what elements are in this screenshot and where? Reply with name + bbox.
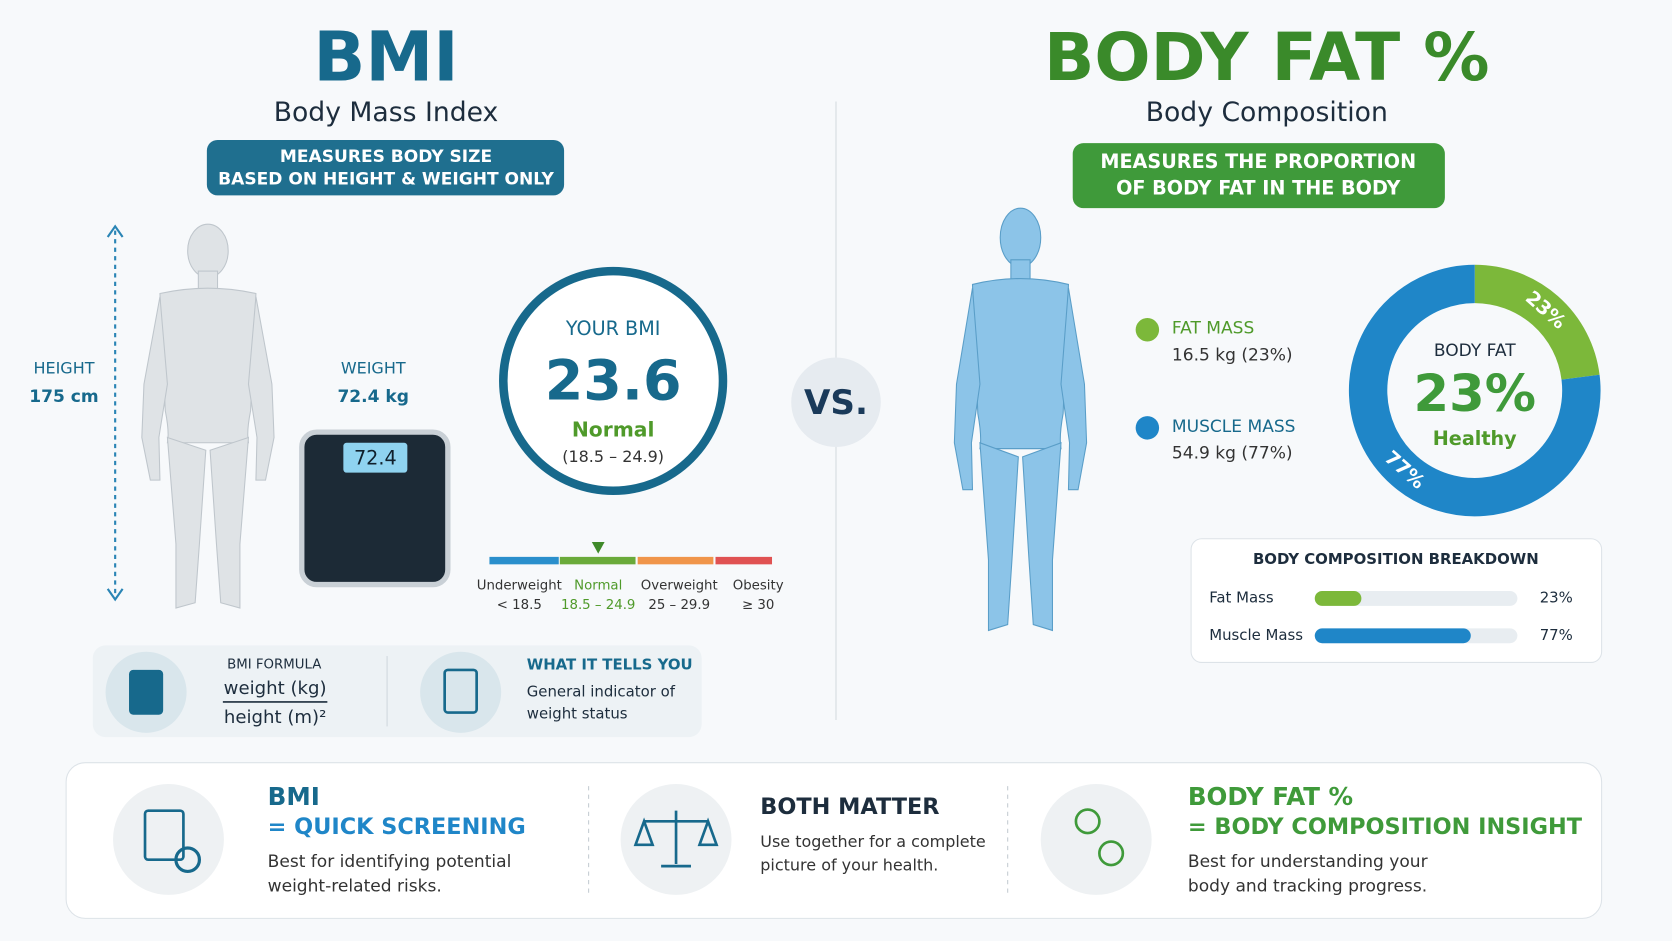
height-value: 175 cm	[29, 387, 98, 407]
band	[559, 556, 636, 565]
footer-text: Best for identifying potential	[268, 852, 512, 872]
donut-value: 23%	[1413, 364, 1535, 424]
bf-subtitle: Body Composition	[1146, 97, 1388, 128]
band-range: < 18.5	[497, 598, 542, 613]
scale-reading: 72.4	[354, 446, 397, 469]
band-name: Normal	[574, 579, 622, 594]
footer-title: BMI	[268, 782, 320, 811]
bar-track	[1314, 590, 1518, 606]
weight-value: 72.4 kg	[337, 387, 409, 407]
band-labels: Underweight < 18.5 Normal 18.5 – 24.9 Ov…	[477, 579, 784, 613]
footer-text: weight-related risks.	[268, 876, 442, 896]
clipboard-icon	[420, 651, 502, 733]
legend-name: MUSCLE MASS	[1172, 417, 1296, 437]
footer-text: Use together for a complete	[760, 832, 985, 851]
donut-segment	[1348, 264, 1601, 517]
row-name: Fat Mass	[1209, 588, 1274, 606]
row-name: Muscle Mass	[1209, 626, 1303, 644]
row-value: 23%	[1540, 588, 1573, 606]
bmi-range: (18.5 – 24.9)	[562, 447, 664, 466]
bf-badge-text: MEASURES THE PROPORTION	[1100, 150, 1416, 173]
clipboard	[143, 809, 185, 862]
band-name: Underweight	[477, 579, 562, 594]
bf-badge	[1072, 143, 1445, 209]
tells-text: General indicator of	[527, 682, 676, 700]
bmi-badge-text: BASED ON HEIGHT & WEIGHT ONLY	[218, 169, 554, 189]
scale-display	[343, 442, 408, 473]
weight-label: WEIGHT	[341, 359, 406, 378]
info-box	[92, 645, 702, 738]
band-range: ≥ 30	[742, 598, 774, 613]
tells-title: WHAT IT TELLS YOU	[527, 656, 693, 674]
formula-title: BMI FORMULA	[227, 658, 321, 673]
legend-dot	[1135, 318, 1160, 342]
footer-text: body and tracking progress.	[1188, 876, 1427, 896]
bmi-subtitle: Body Mass Index	[274, 97, 499, 128]
legend-detail: 16.5 kg (23%)	[1172, 345, 1293, 365]
bmi-badge	[206, 139, 565, 196]
bmi-result-label: YOUR BMI	[565, 317, 661, 340]
footer-icon	[1040, 784, 1152, 895]
band-name: Obesity	[733, 579, 784, 594]
bf-title: BODY FAT %	[1044, 19, 1490, 96]
height-label: HEIGHT	[33, 359, 94, 378]
calculator	[129, 669, 164, 715]
footer-box	[65, 762, 1603, 919]
footer-icon	[113, 784, 224, 895]
target-icon	[1098, 840, 1125, 867]
bmi-figure	[141, 223, 275, 609]
row-value: 77%	[1540, 626, 1573, 644]
formula-denominator: height (m)²	[224, 707, 327, 728]
legend-detail: 54.9 kg (77%)	[1172, 443, 1293, 463]
donut-label: BODY FAT	[1434, 341, 1516, 361]
footer-title: = BODY COMPOSITION INSIGHT	[1188, 814, 1583, 840]
bmi-marker	[591, 541, 605, 554]
person-icon	[1074, 808, 1101, 835]
footer-title: BOTH MATTER	[760, 794, 939, 820]
footer-text: picture of your health.	[760, 856, 938, 875]
legend-dot	[1135, 416, 1160, 440]
band-range: 25 – 29.9	[648, 598, 710, 613]
band	[715, 556, 773, 565]
footer-title: = QUICK SCREENING	[268, 814, 526, 840]
bmi-result-value: 23.6	[545, 349, 682, 413]
donut-status: Healthy	[1433, 427, 1517, 450]
band	[637, 556, 714, 565]
bmi-category: Normal	[572, 418, 655, 442]
bf-badge-text: OF BODY FAT IN THE BODY	[1116, 176, 1401, 199]
legend-name: FAT MASS	[1172, 319, 1254, 339]
bmi-badge-text: MEASURES BODY SIZE	[280, 147, 492, 167]
arrow-heads	[106, 224, 124, 602]
magnifier	[174, 846, 202, 874]
formula-numerator: weight (kg)	[224, 678, 327, 699]
bmi-circle	[499, 266, 728, 496]
breakdown-rows: Fat Mass 23% Muscle Mass 77%	[1209, 588, 1573, 643]
band-name: Overweight	[641, 579, 718, 594]
bar	[1314, 590, 1362, 606]
footer-title: BODY FAT %	[1188, 782, 1353, 811]
vs-circle	[791, 357, 881, 448]
donut-segment	[1474, 264, 1600, 381]
bmi-title: BMI	[313, 19, 458, 98]
band-range: 18.5 – 24.9	[561, 598, 635, 613]
vs: VS.	[804, 383, 868, 423]
scale	[299, 429, 451, 588]
band	[489, 556, 559, 565]
tells-text: weight status	[527, 705, 628, 723]
scales-icon	[633, 810, 719, 868]
footer-text: Best for understanding your	[1188, 852, 1429, 872]
bar	[1314, 628, 1471, 644]
clipboard	[443, 668, 478, 714]
breakdown-title: BODY COMPOSITION BREAKDOWN	[1253, 550, 1539, 568]
bf-figure	[953, 207, 1088, 632]
